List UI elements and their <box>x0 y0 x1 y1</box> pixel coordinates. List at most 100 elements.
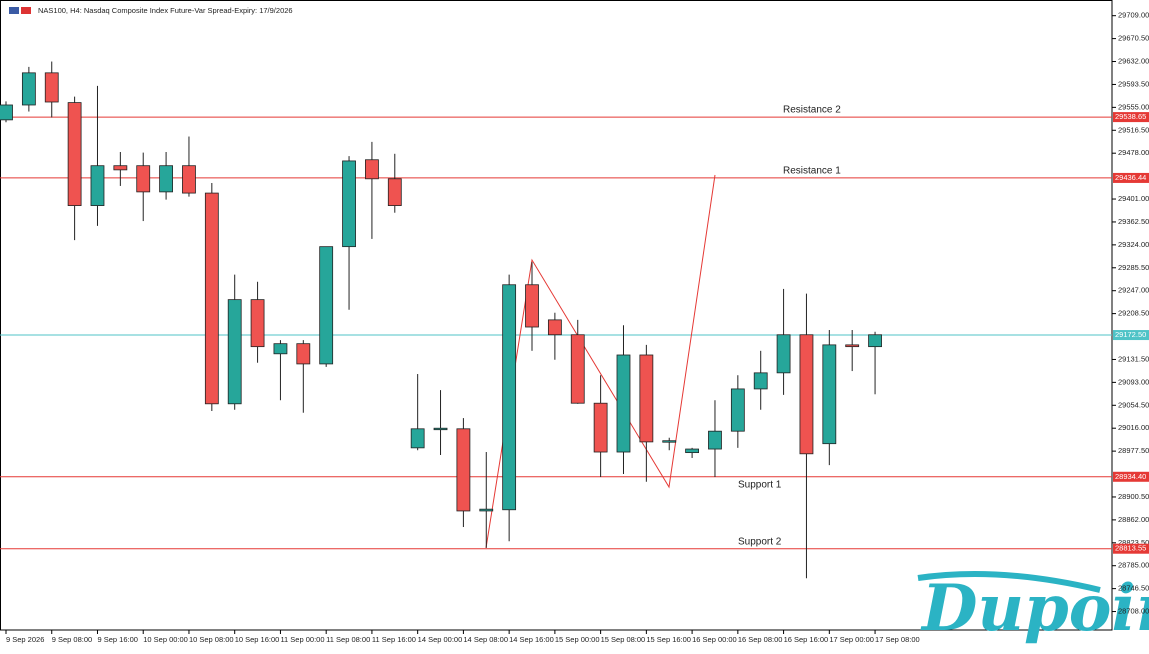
candle-body <box>845 344 860 348</box>
candle-body <box>250 299 265 348</box>
x-tick-label: 9 Sep 16:00 <box>97 635 137 644</box>
x-tick-label: 16 Sep 00:00 <box>692 635 737 644</box>
x-tick-label: 10 Sep 08:00 <box>189 635 234 644</box>
y-tick-label: 29401.00 <box>1118 194 1149 203</box>
x-tick-label: 16 Sep 08:00 <box>738 635 783 644</box>
price-axis: 29709.00 29670.50 29632.00 29593.50 29555.00… <box>5 11 1149 644</box>
y-tick-label: 29093.00 <box>1118 377 1149 386</box>
y-tick-label: 28900.50 <box>1118 492 1149 501</box>
level-name: Support 2 <box>738 536 782 547</box>
x-tick-label: 10 Sep 00:00 <box>143 635 188 644</box>
y-tick-label: 29208.50 <box>1118 309 1149 318</box>
x-tick-label: 9 Sep 2026 <box>6 635 44 644</box>
y-tick-label: 28708.00 <box>1118 607 1149 616</box>
y-tick-label: 29016.00 <box>1118 423 1149 432</box>
level-price-label: 29538.65 <box>1115 112 1146 121</box>
x-tick-label: 15 Sep 16:00 <box>646 635 691 644</box>
candle-body <box>387 178 402 206</box>
y-tick-label: 29285.50 <box>1118 263 1149 272</box>
candle-body <box>730 388 745 432</box>
candle-body <box>456 428 471 512</box>
candle-body <box>0 104 13 121</box>
y-tick-label: 28746.50 <box>1118 584 1149 593</box>
candle-body <box>204 192 219 405</box>
x-tick-label: 11 Sep 16:00 <box>372 635 416 644</box>
x-tick-label: 16 Sep 16:00 <box>784 635 829 644</box>
candle-body <box>365 159 379 180</box>
candle-body <box>502 284 517 511</box>
y-tick-label: 29593.50 <box>1118 79 1149 88</box>
candle-body <box>227 299 242 405</box>
x-tick-label: 11 Sep 08:00 <box>326 635 370 644</box>
candle-body <box>525 284 539 328</box>
candle-body <box>342 160 356 248</box>
y-tick-label: 29709.00 <box>1118 11 1149 20</box>
y-tick-label: 29478.00 <box>1118 148 1149 157</box>
candle-body <box>547 319 562 336</box>
y-tick-label: 28977.50 <box>1118 446 1149 455</box>
level-price-box <box>1113 471 1149 482</box>
x-tick-label: 15 Sep 08:00 <box>601 635 646 644</box>
y-tick-label: 28862.00 <box>1118 515 1149 524</box>
x-tick-label: 14 Sep 08:00 <box>463 635 508 644</box>
x-tick-label: 17 Sep 00:00 <box>829 635 874 644</box>
candle-body <box>296 343 311 365</box>
candle-body <box>822 344 837 445</box>
candle-body <box>159 165 173 193</box>
y-tick-label: 29555.00 <box>1118 102 1149 111</box>
candle-body <box>570 334 585 404</box>
plot-frame <box>0 0 1113 631</box>
x-tick-label: 17 Sep 08:00 <box>875 635 920 644</box>
candle-body <box>319 246 334 365</box>
levels: Resistance 2 Resistance 1 Support 1 Support… <box>0 105 1112 550</box>
candles <box>0 61 882 579</box>
x-tick-label: 10 Sep 16:00 <box>235 635 280 644</box>
candle-body <box>593 402 608 453</box>
candle-body <box>182 165 196 194</box>
logo-swoosh <box>917 571 1101 593</box>
y-tick-label: 29131.50 <box>1118 354 1149 363</box>
candle-body <box>776 334 791 374</box>
candle-body <box>868 334 882 348</box>
candle-body <box>44 72 59 103</box>
y-tick-label: 29516.50 <box>1118 125 1149 134</box>
x-tick-label: 9 Sep 08:00 <box>52 635 92 644</box>
candle-body <box>753 372 768 390</box>
level-price-box <box>1113 112 1149 123</box>
candle-body <box>662 440 677 443</box>
candle-body <box>21 72 36 106</box>
candle-body <box>136 165 151 193</box>
current-price-label: 29172.50 <box>1115 330 1146 339</box>
x-tick-label: 14 Sep 16:00 <box>509 635 554 644</box>
symbol-icon <box>9 7 31 14</box>
candle-body <box>90 165 105 206</box>
watermark: Dupoin <box>917 571 1149 646</box>
level-name: Resistance 2 <box>783 105 841 116</box>
candle-body <box>708 430 722 450</box>
current-price-box <box>1113 330 1149 341</box>
level-price-label: 29436.44 <box>1115 173 1146 182</box>
level-name: Support 1 <box>738 479 782 490</box>
y-tick-label: 29632.00 <box>1118 57 1149 66</box>
candle-body <box>433 427 448 431</box>
x-tick-label: 11 Sep 00:00 <box>280 635 324 644</box>
y-tick-label: 29054.50 <box>1118 400 1149 409</box>
level-price-label: 28813.55 <box>1115 544 1146 553</box>
y-tick-label: 29247.00 <box>1118 286 1149 295</box>
candle-body <box>410 428 425 449</box>
candle-body <box>273 343 288 355</box>
y-tick-label: 28785.00 <box>1118 561 1149 570</box>
level-name: Resistance 1 <box>783 166 841 177</box>
candle-body <box>639 354 654 443</box>
y-tick-label: 29362.50 <box>1118 217 1149 226</box>
candle-body <box>799 334 814 455</box>
candle-body <box>616 354 631 453</box>
level-price-box <box>1113 172 1149 183</box>
y-tick-label: 29670.50 <box>1118 34 1149 43</box>
logo-text: Dupoin <box>920 571 1149 646</box>
level-price-label: 28934.40 <box>1115 472 1146 481</box>
x-tick-label: 14 Sep 00:00 <box>418 635 463 644</box>
y-tick-label: 28823.50 <box>1118 538 1149 547</box>
